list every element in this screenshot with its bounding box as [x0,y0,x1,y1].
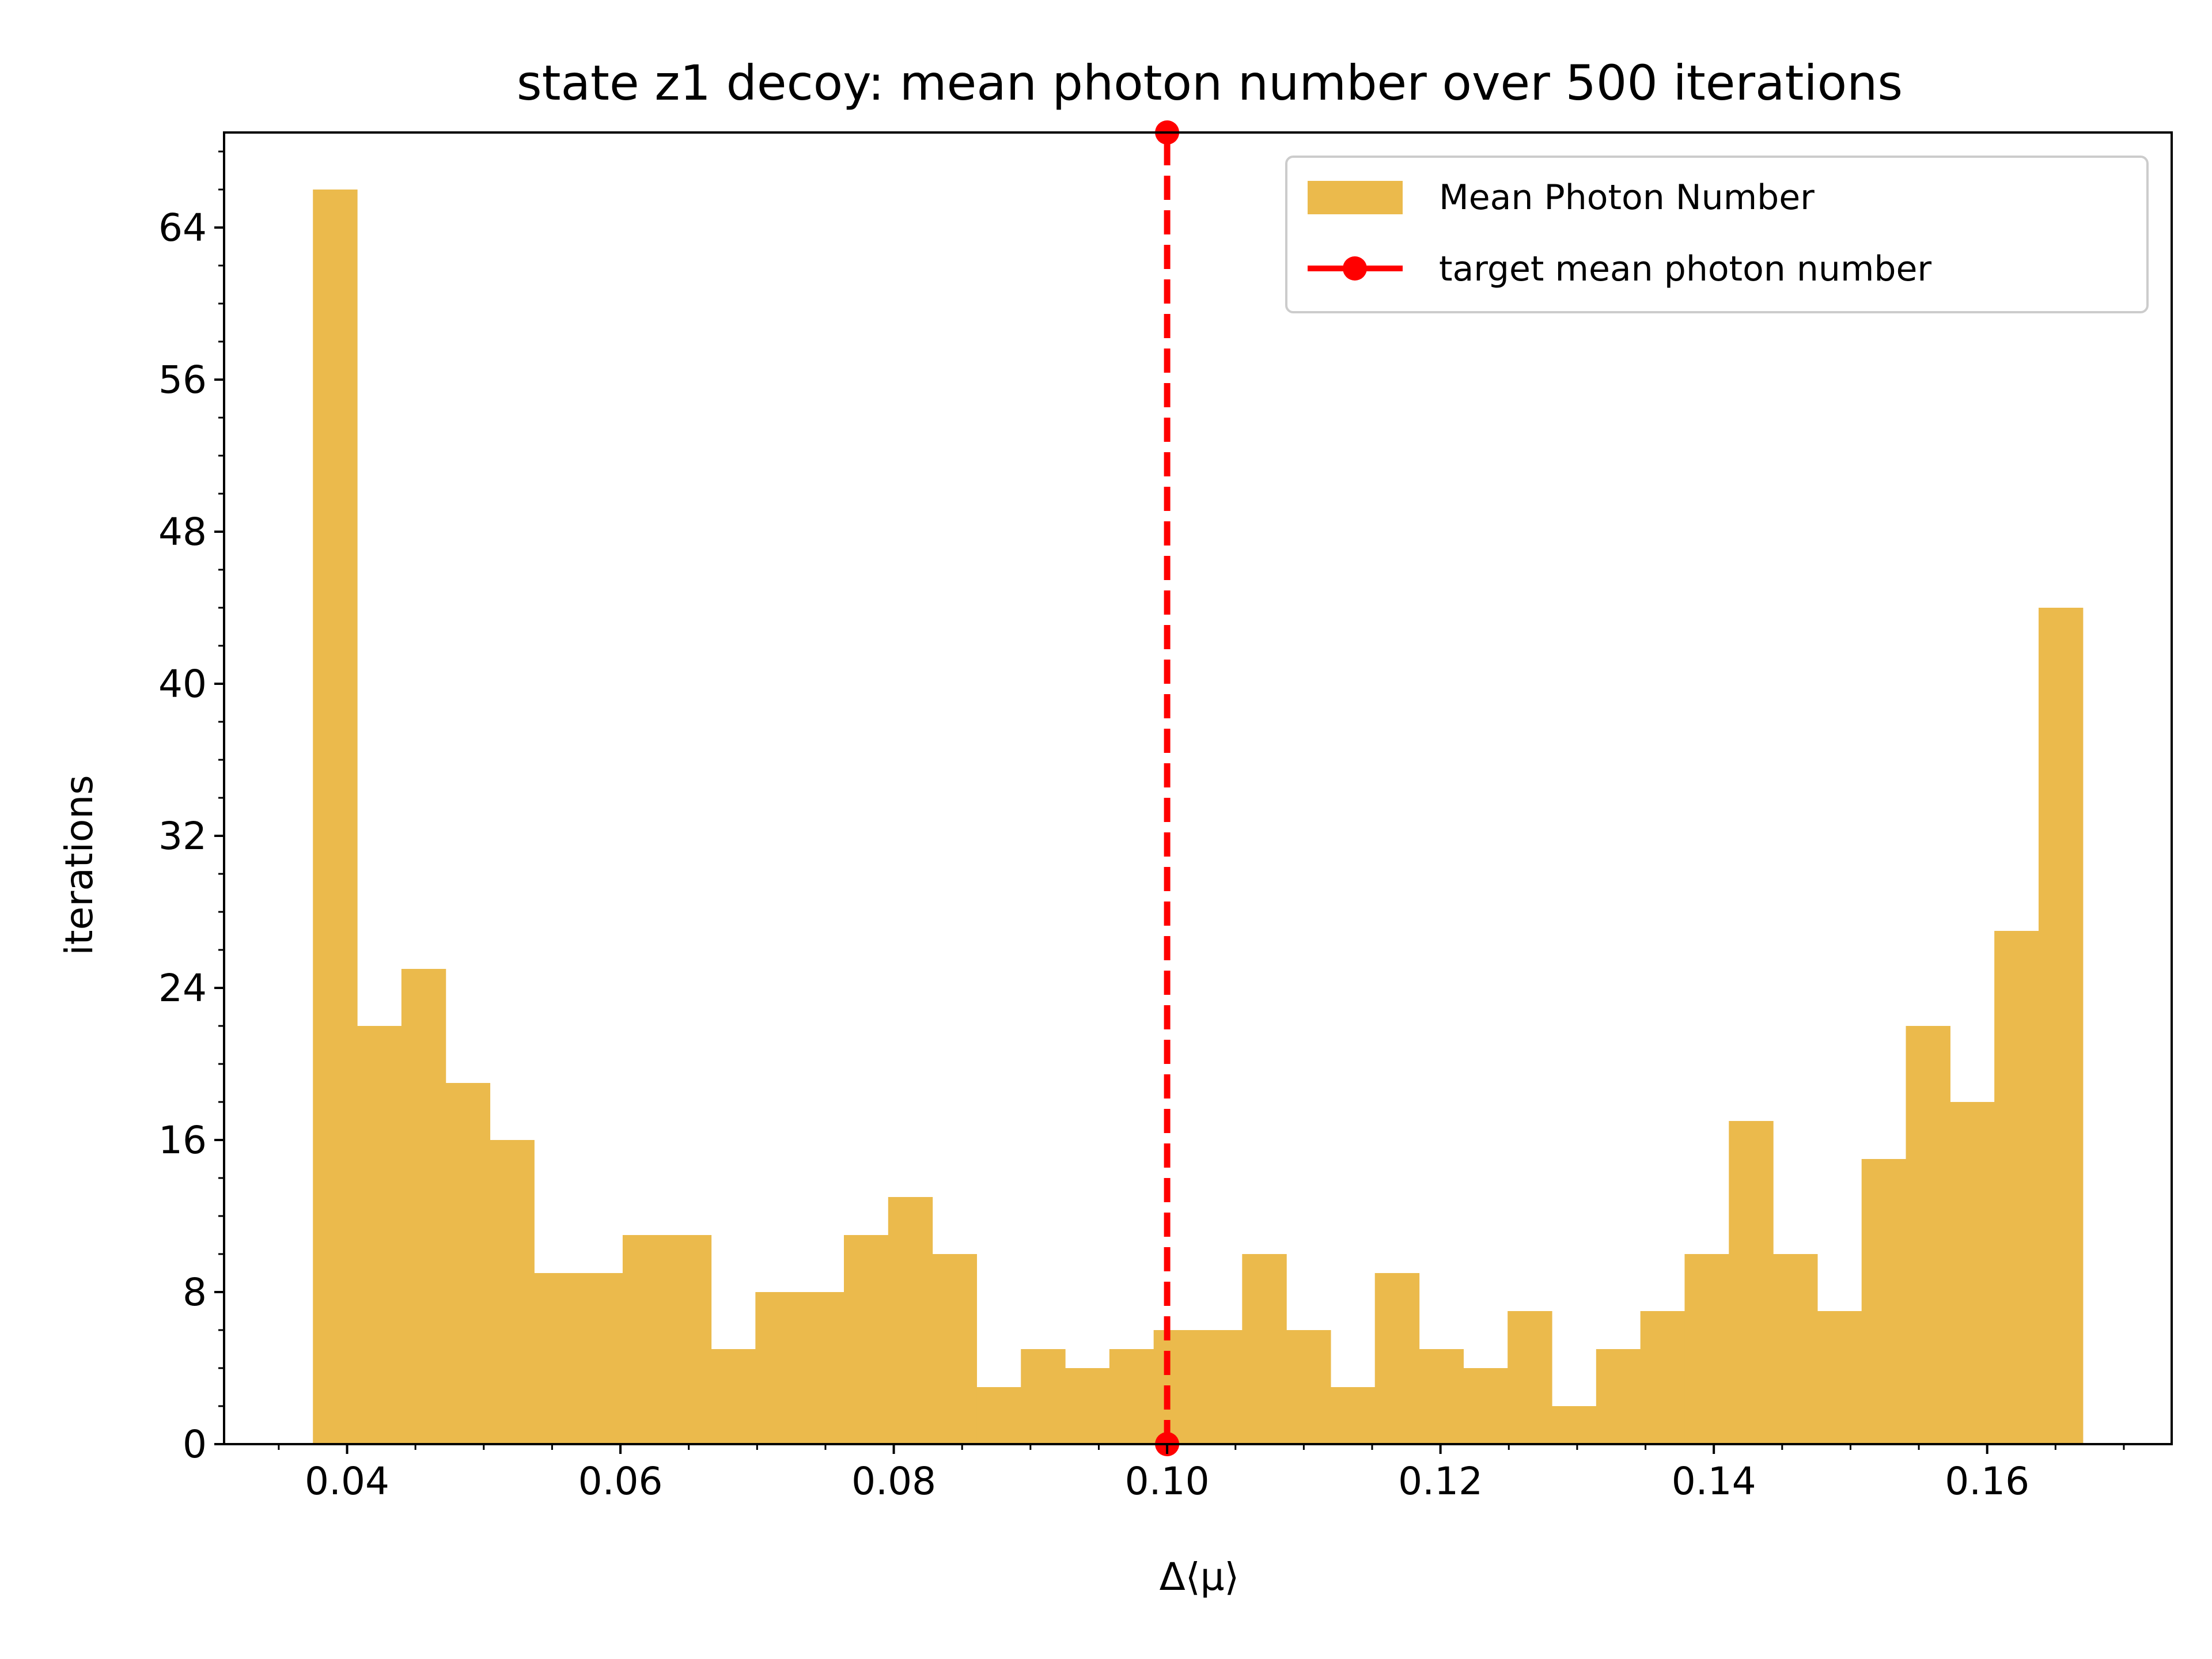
histogram-bar [800,1292,844,1444]
plot-frame [223,131,2173,1445]
histogram-bar [1242,1254,1287,1444]
y-tick-label: 40 [158,662,207,706]
histogram-bar [1640,1311,1685,1444]
histogram-bar [1773,1254,1818,1444]
x-tick-label: 0.04 [305,1459,389,1503]
histogram-bar [1286,1330,1331,1444]
histogram-bar [1596,1349,1641,1444]
histogram-bar [1817,1311,1862,1444]
y-tick-label: 24 [158,966,207,1010]
y-tick-label: 0 [183,1422,207,1467]
x-tick-label: 0.12 [1398,1459,1483,1503]
histogram-bar [1994,931,2039,1444]
y-tick-label: 16 [158,1118,207,1162]
histogram-bar [534,1273,579,1444]
histogram-bar [313,190,358,1444]
y-tick-label: 48 [158,510,207,554]
histogram-bar [1109,1349,1154,1444]
histogram-bar [622,1235,668,1444]
histogram-bar [843,1235,889,1444]
x-tick-label: 0.16 [1945,1459,2029,1503]
histogram-bar [711,1349,756,1444]
histogram-bar [2038,608,2084,1444]
x-axis-label: Δ⟨μ⟩ [1160,1555,1240,1599]
y-tick-label: 8 [183,1270,207,1315]
x-tick-label: 0.08 [851,1459,936,1503]
histogram-bar [1021,1349,1066,1444]
legend-swatch-histogram [1308,181,1403,214]
histogram-bar [1463,1368,1508,1444]
legend-box [1285,156,2149,313]
histogram-bar [1684,1254,1729,1444]
y-axis-label: iterations [57,775,101,955]
histogram-bar [1374,1273,1420,1444]
histogram-bar [1729,1121,1774,1444]
chart-title: state z1 decoy: mean photon number over … [517,55,1903,111]
legend-swatch-target-marker [1343,256,1367,281]
histogram-bar [1552,1406,1597,1444]
histogram-bar [490,1140,535,1444]
histogram-bar [755,1292,800,1444]
y-tick-label: 64 [158,206,207,250]
x-tick-label: 0.06 [578,1459,663,1503]
histogram-bar [666,1235,712,1444]
legend: Mean Photon Number target mean photon nu… [1285,156,2149,313]
histogram-bar [976,1387,1021,1444]
histogram-bar [1198,1330,1243,1444]
histogram-bar [1861,1159,1907,1444]
x-tick-label: 0.14 [1672,1459,1756,1503]
histogram-bar [1330,1387,1376,1444]
y-axis-ticks: 0 8 16 24 32 40 48 56 64 [158,150,224,1467]
histogram-bar [932,1254,978,1444]
histogram-bar [357,1026,402,1444]
x-axis-ticks: 0.04 0.06 0.08 0.10 0.12 0.14 0.16 [278,1444,2125,1503]
histogram-bar [1065,1368,1110,1444]
histogram-bars [313,190,2084,1444]
histogram-bar [1153,1330,1199,1444]
histogram-bar [401,969,446,1444]
legend-label-histogram: Mean Photon Number [1439,177,1815,218]
histogram-bar [1419,1349,1464,1444]
legend-label-target: target mean photon number [1439,249,1931,289]
y-tick-label: 56 [158,358,207,402]
histogram-bar [1950,1102,1995,1444]
histogram-bar [888,1197,933,1444]
histogram-bar [578,1273,623,1444]
x-tick-label: 0.10 [1125,1459,1210,1503]
histogram-bar [1508,1311,1552,1444]
histogram-bar [445,1083,491,1444]
histogram-bar [1906,1026,1950,1444]
y-tick-label: 32 [158,814,207,858]
